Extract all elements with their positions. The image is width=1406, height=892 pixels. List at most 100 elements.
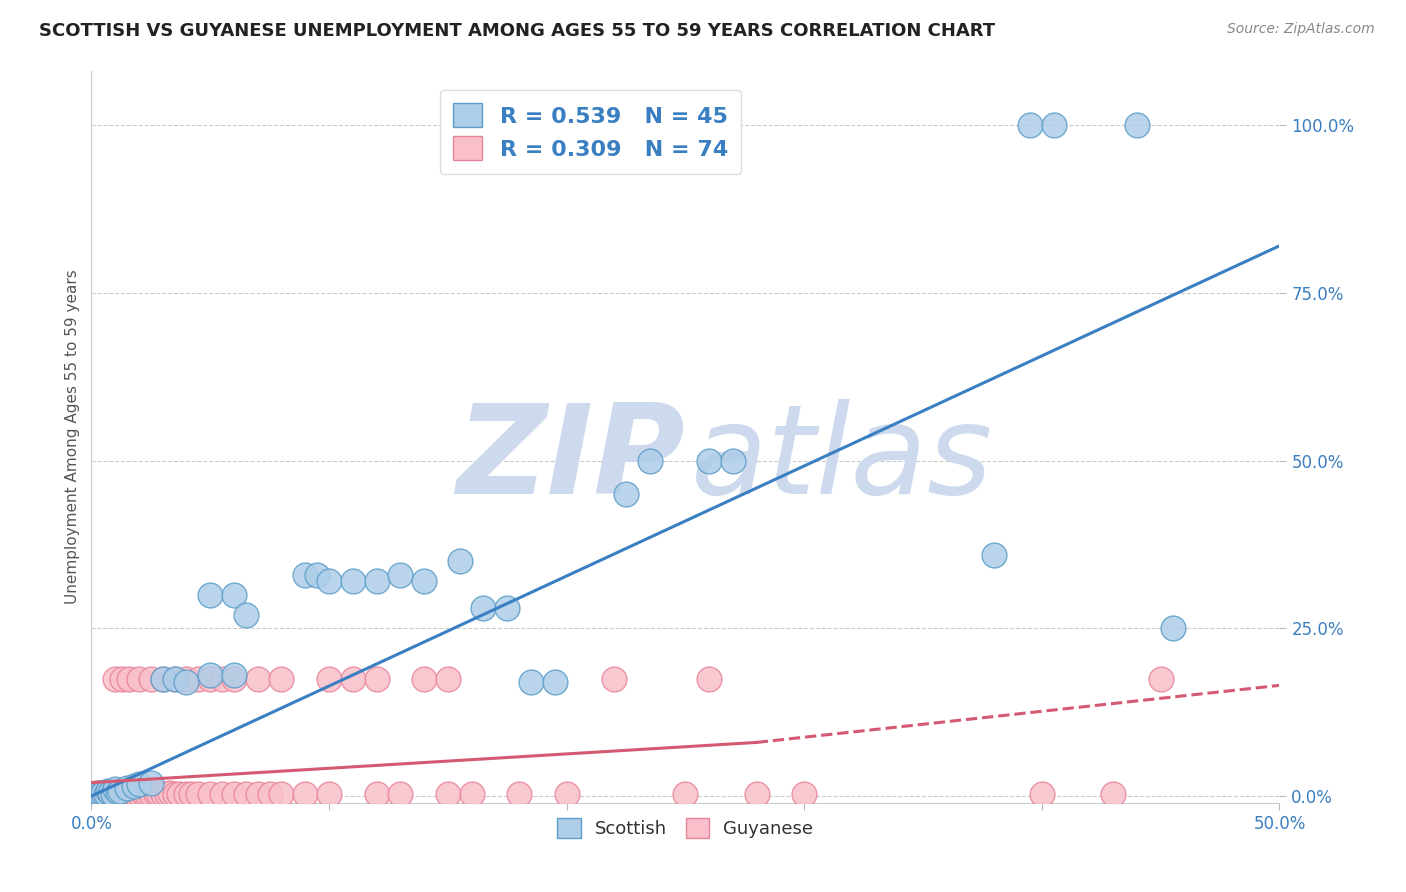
Point [90,787,112,801]
Point [91,788,114,802]
Point [472,601,495,615]
Point [163,672,186,686]
Point [159,786,181,800]
Point [163,787,186,801]
Point [211,672,233,686]
Point [745,787,768,801]
Point [108,786,131,800]
Point [222,668,245,682]
Point [793,787,815,801]
Point [436,672,458,686]
Point [163,672,186,686]
Point [508,787,530,801]
Point [84,788,107,802]
Point [294,567,316,582]
Point [200,588,222,602]
Point [139,672,162,686]
Point [118,672,141,686]
Point [366,574,388,589]
Point [87,786,110,800]
Point [342,574,364,589]
Point [152,672,174,686]
Point [222,672,245,686]
Point [413,672,436,686]
Point [1161,621,1184,635]
Point [1031,787,1053,801]
Point [90,786,112,800]
Point [389,787,412,801]
Point [104,782,127,797]
Point [115,786,138,800]
Point [104,786,127,800]
Point [139,775,162,789]
Point [614,487,637,501]
Point [114,787,136,801]
Point [107,787,129,801]
Point [697,672,720,686]
Point [132,787,155,801]
Point [413,574,436,589]
Point [294,787,316,801]
Point [983,548,1005,562]
Point [87,787,110,801]
Point [152,787,174,801]
Point [101,787,124,801]
Point [122,786,145,800]
Point [135,786,157,800]
Point [128,777,150,791]
Point [84,786,107,800]
Point [187,787,209,801]
Point [603,672,626,686]
Point [187,672,209,686]
Point [121,787,143,801]
Point [436,787,458,801]
Point [100,786,122,800]
Point [104,672,127,686]
Point [152,672,174,686]
Legend: Scottish, Guyanese: Scottish, Guyanese [550,811,821,845]
Point [697,453,720,467]
Point [222,787,245,801]
Point [1126,118,1149,132]
Point [259,787,281,801]
Point [1042,118,1064,132]
Text: atlas: atlas [692,399,994,519]
Text: Source: ZipAtlas.com: Source: ZipAtlas.com [1227,22,1375,37]
Point [111,672,134,686]
Point [389,567,412,582]
Point [342,672,364,686]
Point [520,675,543,690]
Point [145,787,167,801]
Point [115,780,138,795]
Point [318,787,340,801]
Point [544,675,567,690]
Point [146,786,169,800]
Point [496,601,519,615]
Point [1019,118,1042,132]
Point [200,668,222,682]
Point [156,787,179,801]
Point [1149,672,1171,686]
Point [449,554,471,568]
Text: ZIP: ZIP [457,399,685,519]
Point [211,787,233,801]
Point [1102,787,1125,801]
Point [318,574,340,589]
Point [94,787,117,801]
Point [307,567,329,582]
Point [270,787,292,801]
Point [200,672,222,686]
Point [673,787,696,801]
Point [122,779,145,793]
Point [176,672,198,686]
Point [128,672,150,686]
Point [101,787,124,801]
Point [460,787,482,801]
Point [169,787,191,801]
Point [107,785,129,799]
Point [200,787,222,801]
Point [222,588,245,602]
Point [246,787,269,801]
Point [100,786,122,800]
Point [180,787,202,801]
